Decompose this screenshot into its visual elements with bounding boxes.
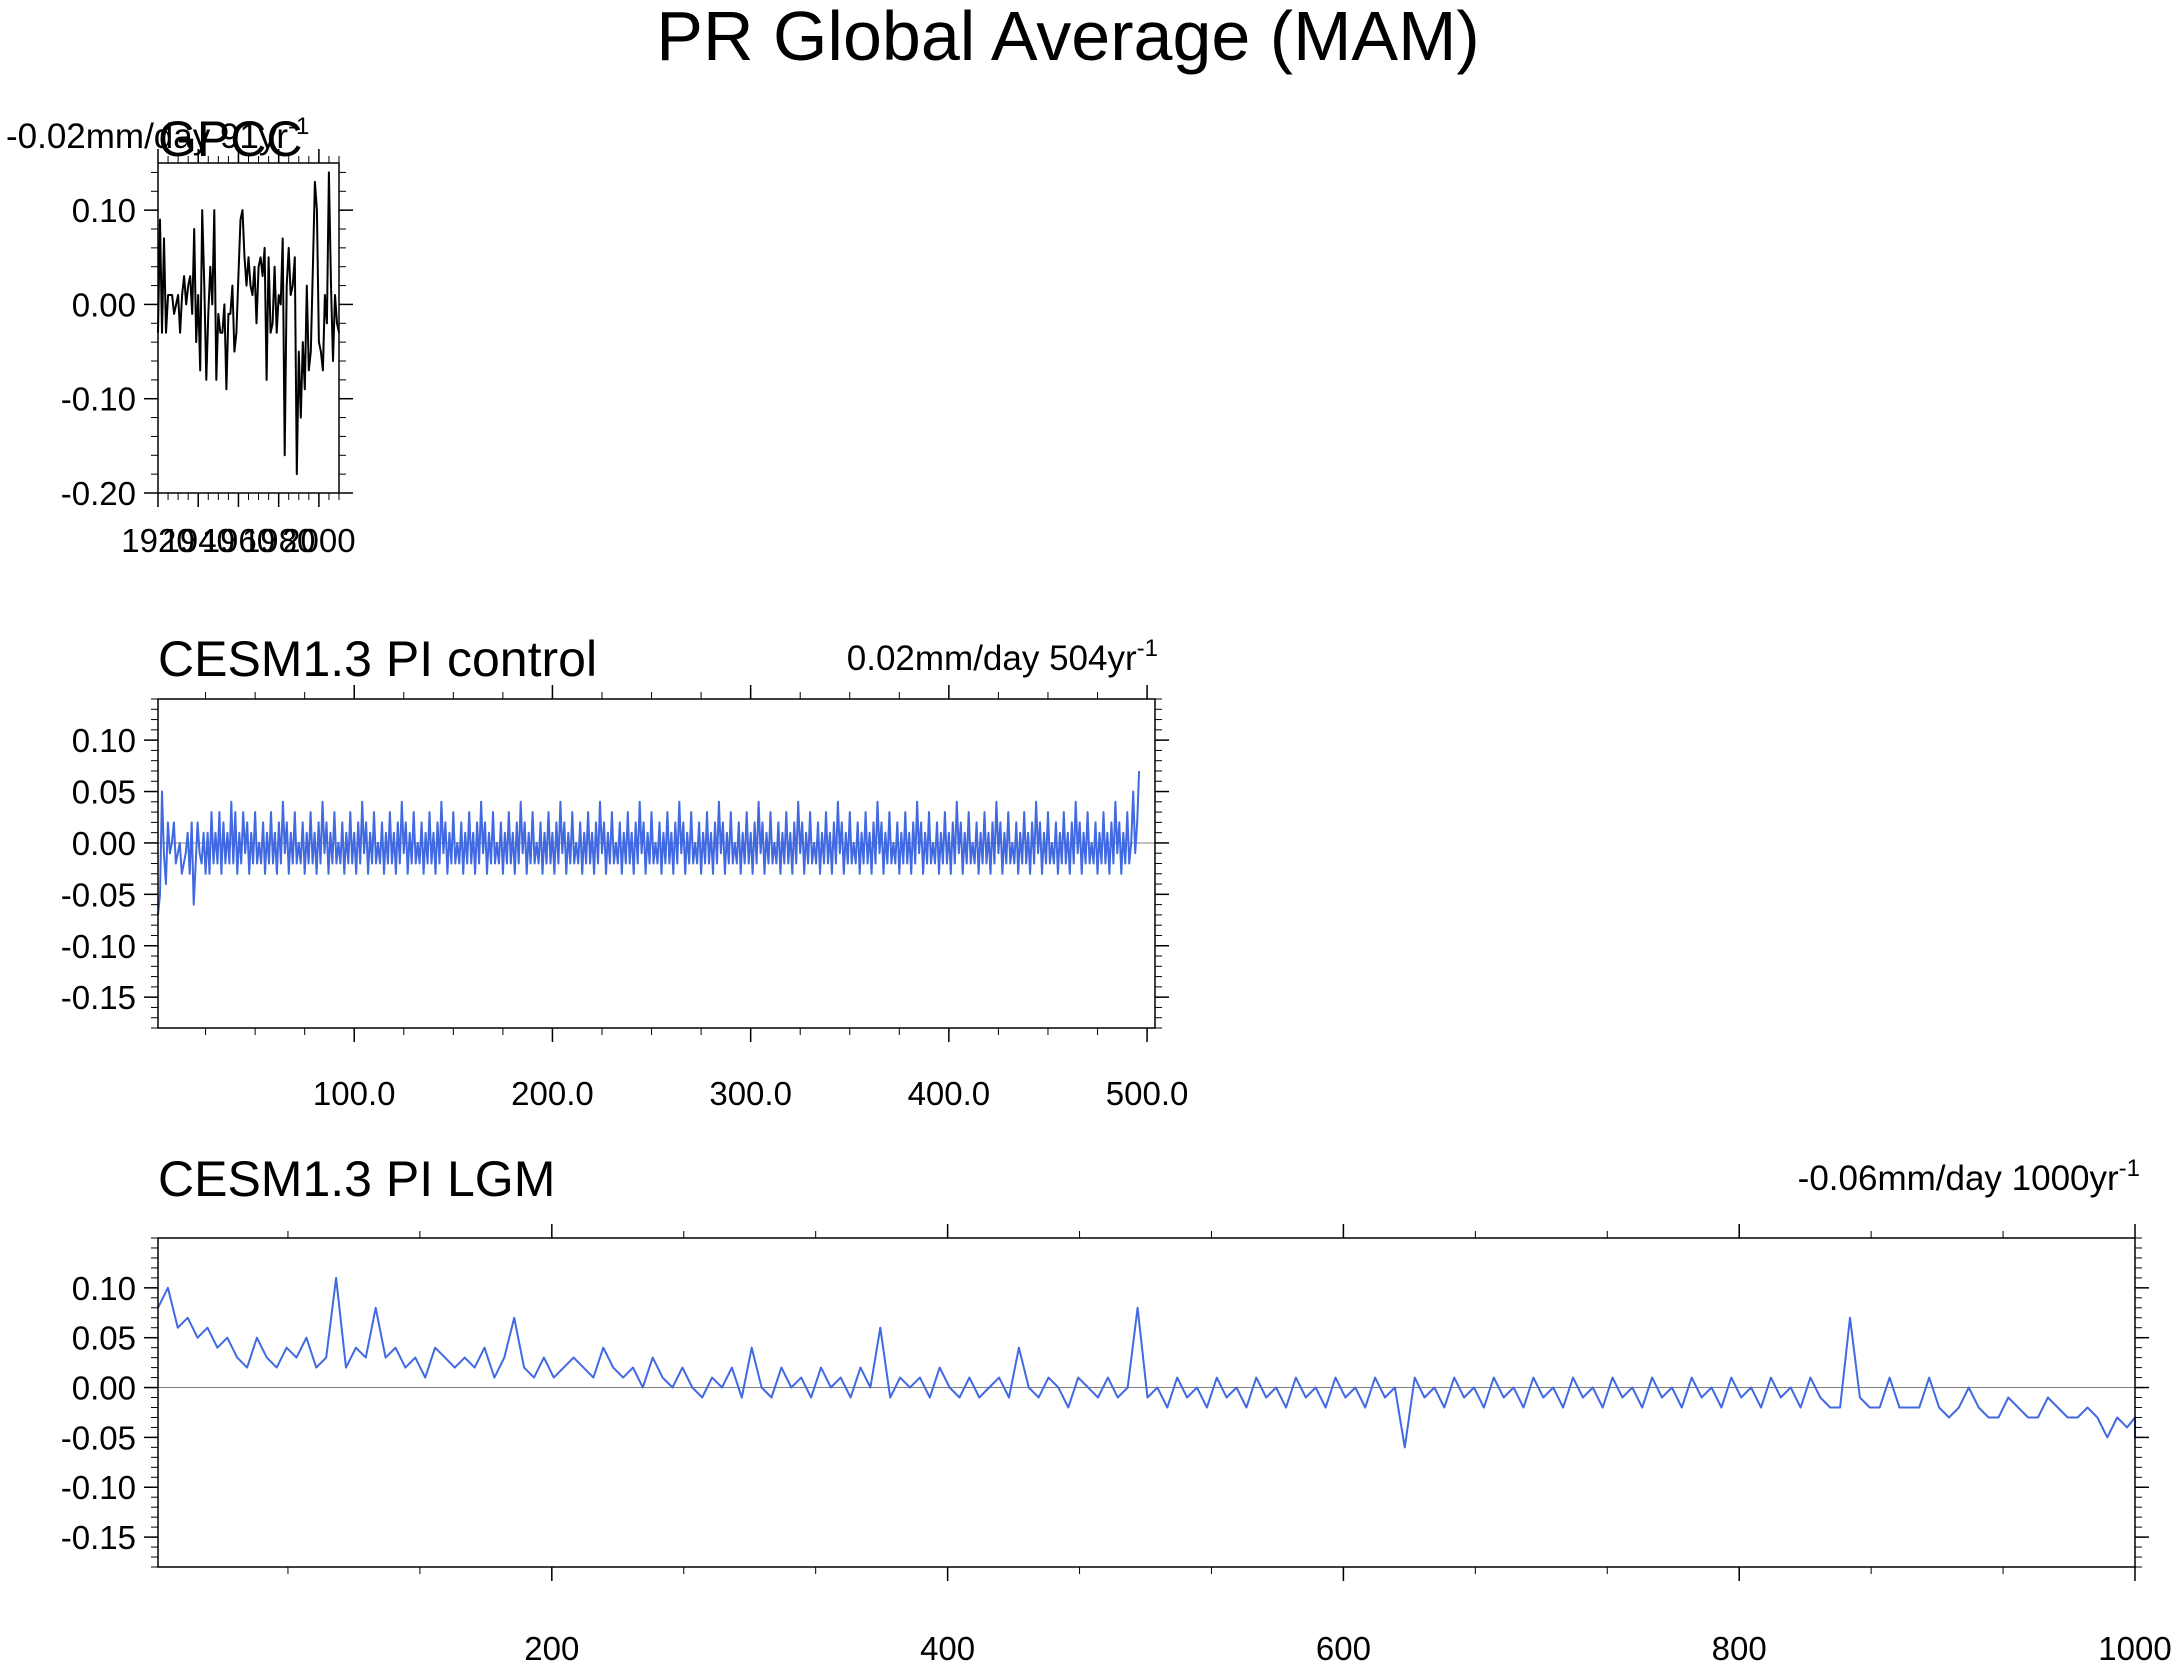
lgm-xtick-label: 600 [1316, 1630, 1371, 1667]
panel-pi-control-trend-value: 0.02mm/day 504yr [847, 639, 1137, 678]
gpcc-ytick-label: -0.20 [61, 475, 136, 512]
lgm-ytick-label: 0.05 [72, 1320, 136, 1357]
pi-control-ytick-label: -0.15 [61, 979, 136, 1016]
panel-lgm-title: CESM1.3 PI LGM [158, 1151, 555, 1207]
lgm-ytick-label: -0.15 [61, 1519, 136, 1556]
gpcc-xtick-label: 1940 [162, 522, 235, 559]
pi-control-xtick-label: 100.0 [313, 1075, 396, 1112]
panel-lgm-plot-area: 0.10 0.05 0.00 -0.05 -0.10 -0.15 200 400 600 800 1… [61, 1224, 2172, 1667]
pi-control-xtick-label: 200.0 [511, 1075, 594, 1112]
figure-title: PR Global Average (MAM) [656, 0, 1479, 75]
panel-gpcc-trend-exponent: -1 [288, 113, 309, 140]
panel-gpcc-trend-value: -0.02mm/day 91yr [6, 117, 288, 156]
lgm-series-line [157, 1276, 2136, 1449]
lgm-ytick-label: -0.05 [61, 1419, 136, 1456]
lgm-ytick-label: -0.10 [61, 1469, 136, 1506]
pi-control-ytick-label: -0.05 [61, 876, 136, 913]
gpcc-ytick-label: 0.10 [72, 192, 136, 229]
panel-pi-control-trend-exponent: -1 [1137, 635, 1158, 662]
panel-gpcc-trend: -0.02mm/day 91yr-1 [6, 113, 309, 156]
panel-pi-control-trend: 0.02mm/day 504yr-1 [847, 635, 1158, 678]
lgm-xtick-label: 200 [524, 1630, 579, 1667]
pi-control-series-line [157, 770, 1141, 915]
panel-lgm-trend: -0.06mm/day 1000yr-1 [1798, 1155, 2140, 1198]
gpcc-ytick-label: -0.10 [61, 381, 136, 418]
lgm-xtick-label: 400 [920, 1630, 975, 1667]
panel-pi-control-plot-area: 0.10 0.05 0.00 -0.05 -0.10 -0.15 100.0 200.0 300… [61, 685, 1189, 1112]
panel-lgm-trend-value: -0.06mm/day 1000yr [1798, 1159, 2119, 1198]
gpcc-xtick-label: 1980 [242, 522, 315, 559]
lgm-xtick-label: 1000 [2098, 1630, 2171, 1667]
lgm-ytick-label: 0.10 [72, 1270, 136, 1307]
gpcc-ytick-label: 0.00 [72, 286, 136, 323]
panel-pi-control-title: CESM1.3 PI control [158, 631, 597, 687]
panel-pi-control: CESM1.3 PI control 0.02mm/day 504yr-1 0.… [61, 631, 1189, 1112]
pi-control-ytick-label: 0.00 [72, 825, 136, 862]
gpcc-xtick-label: 2000 [282, 522, 355, 559]
lgm-ytick-label: 0.00 [72, 1370, 136, 1407]
gpcc-series-line [157, 171, 340, 476]
panel-lgm: CESM1.3 PI LGM -0.06mm/day 1000yr-1 0.10… [61, 1151, 2172, 1667]
panel-gpcc: GPCC -0.02mm/day 91yr-1 0.100.00-0.10-0.… [6, 111, 356, 559]
lgm-xtick-label: 800 [1712, 1630, 1767, 1667]
panel-lgm-trend-exponent: -1 [2119, 1155, 2140, 1182]
gpcc-xtick-label: 1960 [202, 522, 275, 559]
gpcc-xtick-label: 1920 [121, 522, 194, 559]
pi-control-xtick-label: 500.0 [1106, 1075, 1189, 1112]
pi-control-ytick-label: 0.10 [72, 722, 136, 759]
lgm-plot-frame [157, 1237, 2136, 1568]
pi-control-xtick-label: 400.0 [908, 1075, 991, 1112]
pi-control-xtick-label: 300.0 [709, 1075, 792, 1112]
pi-control-ytick-label: 0.05 [72, 774, 136, 811]
pi-control-ytick-label: -0.10 [61, 928, 136, 965]
